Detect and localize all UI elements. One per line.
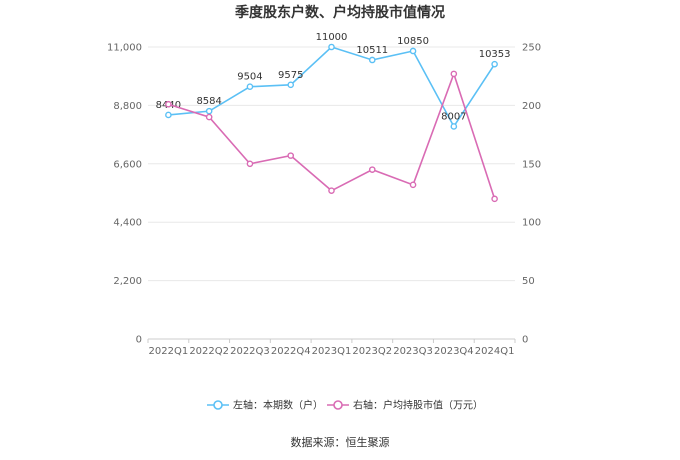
data-point bbox=[450, 70, 458, 78]
y-left-tick-label: 8,800 bbox=[113, 101, 142, 112]
data-point bbox=[328, 187, 335, 194]
y-right-tick-label: 200 bbox=[522, 101, 541, 112]
data-point bbox=[246, 83, 254, 91]
x-tick-label: 2022Q2 bbox=[189, 346, 229, 357]
x-tick-label: 2023Q1 bbox=[312, 346, 352, 357]
data-point bbox=[165, 111, 172, 119]
y-left-tick-label: 11,000 bbox=[107, 43, 142, 54]
legend-marker-icon bbox=[333, 400, 343, 410]
legend-label: 右轴：户均持股市值（万元） bbox=[353, 399, 483, 412]
data-point bbox=[491, 195, 498, 203]
legend[interactable]: 左轴：本期数（户） 右轴：户均持股市值（万元） bbox=[207, 399, 483, 412]
data-label: 9575 bbox=[278, 70, 303, 81]
data-point bbox=[205, 107, 213, 115]
data-point bbox=[450, 123, 458, 130]
data-source-note: 数据来源：恒生聚源 bbox=[291, 435, 390, 449]
x-tick-label: 2024Q1 bbox=[475, 346, 515, 357]
right-y-axis: 0 50 100 150 200 250 bbox=[522, 43, 541, 346]
y-right-tick-label: 0 bbox=[522, 335, 528, 346]
legend-label: 左轴：本期数（户） bbox=[233, 399, 323, 412]
data-point bbox=[246, 160, 254, 168]
series-line-avg-holding-value bbox=[168, 71, 496, 200]
x-tick-label: 2023Q4 bbox=[434, 346, 474, 357]
data-label: 8584 bbox=[196, 96, 221, 107]
data-label: 8007 bbox=[441, 111, 466, 122]
series-layer: 8440858495049575110001051110850800710353 bbox=[156, 32, 511, 203]
x-tick-label: 2022Q1 bbox=[149, 346, 189, 357]
y-left-tick-label: 0 bbox=[136, 335, 142, 346]
y-left-tick-label: 2,200 bbox=[113, 276, 142, 287]
data-label: 10511 bbox=[356, 45, 388, 56]
data-label: 10850 bbox=[397, 36, 429, 47]
legend-item[interactable]: 右轴：户均持股市值（万元） bbox=[327, 399, 483, 412]
data-point bbox=[287, 81, 295, 89]
y-right-tick-label: 50 bbox=[522, 276, 535, 287]
data-point bbox=[165, 100, 172, 108]
legend-marker-icon bbox=[213, 400, 223, 410]
data-point bbox=[409, 181, 417, 189]
data-point bbox=[328, 43, 335, 51]
chart-title: 季度股东户数、户均持股市值情况 bbox=[234, 4, 445, 21]
y-right-tick-label: 250 bbox=[522, 43, 541, 54]
y-right-tick-label: 100 bbox=[522, 218, 541, 229]
legend-item[interactable]: 左轴：本期数（户） bbox=[207, 399, 323, 412]
data-point bbox=[368, 166, 376, 173]
x-axis: 2022Q1 2022Q2 2022Q3 2022Q4 2023Q1 2023Q2 2023… bbox=[147, 338, 516, 357]
data-label: 10353 bbox=[479, 49, 511, 60]
data-point bbox=[287, 152, 295, 159]
data-point bbox=[368, 56, 376, 64]
x-tick-label: 2023Q3 bbox=[393, 346, 433, 357]
y-left-tick-label: 6,600 bbox=[113, 159, 142, 170]
data-point bbox=[409, 47, 417, 55]
y-right-tick-label: 150 bbox=[522, 159, 541, 170]
data-label: 11000 bbox=[316, 32, 348, 43]
data-point bbox=[491, 60, 498, 68]
x-tick-label: 2023Q2 bbox=[352, 346, 392, 357]
left-y-axis: 0 2,200 4,400 6,600 8,800 11,000 bbox=[107, 43, 142, 346]
data-point bbox=[205, 113, 213, 121]
x-tick-label: 2022Q4 bbox=[271, 346, 311, 357]
y-left-tick-label: 4,400 bbox=[113, 218, 142, 229]
data-label: 9504 bbox=[237, 72, 262, 83]
x-tick-label: 2022Q3 bbox=[230, 346, 270, 357]
